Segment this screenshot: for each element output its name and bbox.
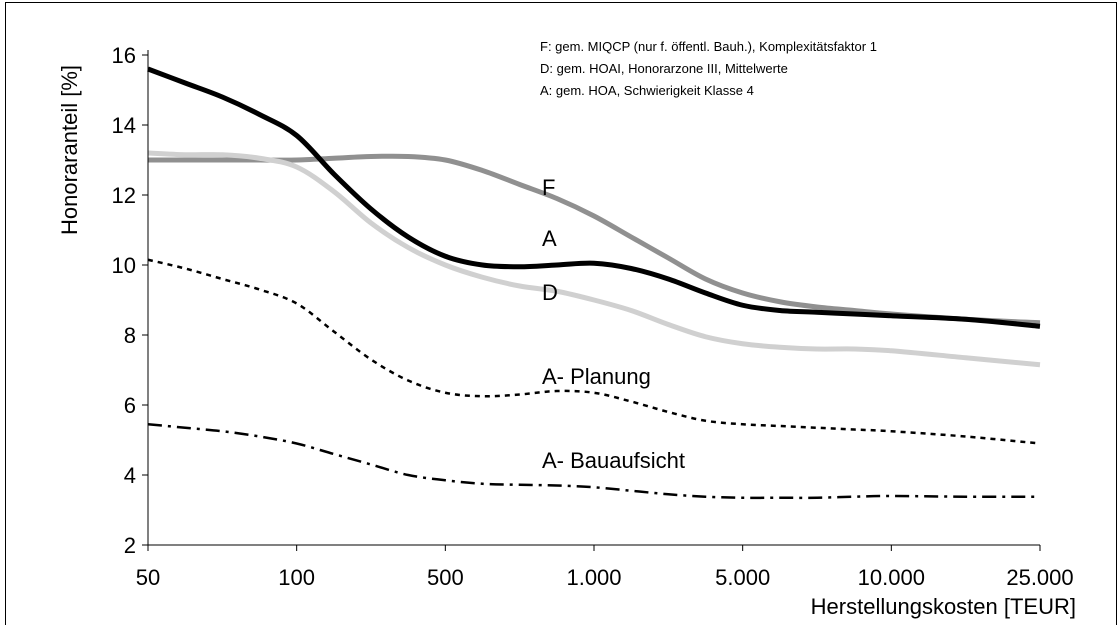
y-tick-label: 12 bbox=[112, 183, 136, 208]
legend-note: F: gem. MIQCP (nur f. öffentl. Bauh.), K… bbox=[540, 39, 877, 54]
x-tick-label: 25.000 bbox=[1006, 565, 1073, 590]
x-tick-label: 50 bbox=[136, 565, 160, 590]
series-line-f bbox=[147, 153, 1041, 326]
series-line-a bbox=[147, 66, 1041, 329]
y-tick-label: 6 bbox=[124, 393, 136, 418]
x-tick-label: 5.000 bbox=[715, 565, 770, 590]
legend-note: A: gem. HOA, Schwierigkeit Klasse 4 bbox=[540, 83, 754, 98]
series-label-d: D bbox=[542, 280, 558, 305]
y-tick-label: 2 bbox=[124, 533, 136, 558]
series-label-a: A bbox=[542, 226, 557, 251]
series-layer bbox=[147, 66, 1041, 500]
legend-note: D: gem. HOAI, Honorarzone III, Mittelwer… bbox=[540, 61, 788, 76]
series-label-a-planung: A- Planung bbox=[542, 364, 651, 389]
x-tick-label: 500 bbox=[427, 565, 464, 590]
y-tick-label: 16 bbox=[112, 43, 136, 68]
legend-notes: F: gem. MIQCP (nur f. öffentl. Bauh.), K… bbox=[540, 39, 877, 98]
series-line-a-planung bbox=[147, 258, 1041, 445]
label-layer: F A D A- Planung A- Bauaufsicht bbox=[542, 175, 685, 473]
series-line-a-bauaufsicht bbox=[147, 423, 1041, 500]
y-axis-title: Honoraranteil [%] bbox=[57, 65, 82, 235]
y-tick-label: 4 bbox=[124, 463, 136, 488]
y-tick-label: 10 bbox=[112, 253, 136, 278]
series-line-d bbox=[147, 150, 1041, 368]
series-label-a-bauaufsicht: A- Bauaufsicht bbox=[542, 448, 685, 473]
series-label-f: F bbox=[542, 175, 555, 200]
y-tick-label: 14 bbox=[112, 113, 136, 138]
x-tick-label: 100 bbox=[278, 565, 315, 590]
x-tick-label: 10.000 bbox=[858, 565, 925, 590]
axis-layer: 2 4 6 8 10 12 14 16 50 100 500 1.000 5.000 10.000 25.0… bbox=[57, 43, 1076, 619]
x-tick-label: 1.000 bbox=[566, 565, 621, 590]
y-tick-label: 8 bbox=[124, 323, 136, 348]
chart-frame bbox=[5, 2, 1117, 625]
x-axis-title: Herstellungskosten [TEUR] bbox=[811, 594, 1076, 619]
